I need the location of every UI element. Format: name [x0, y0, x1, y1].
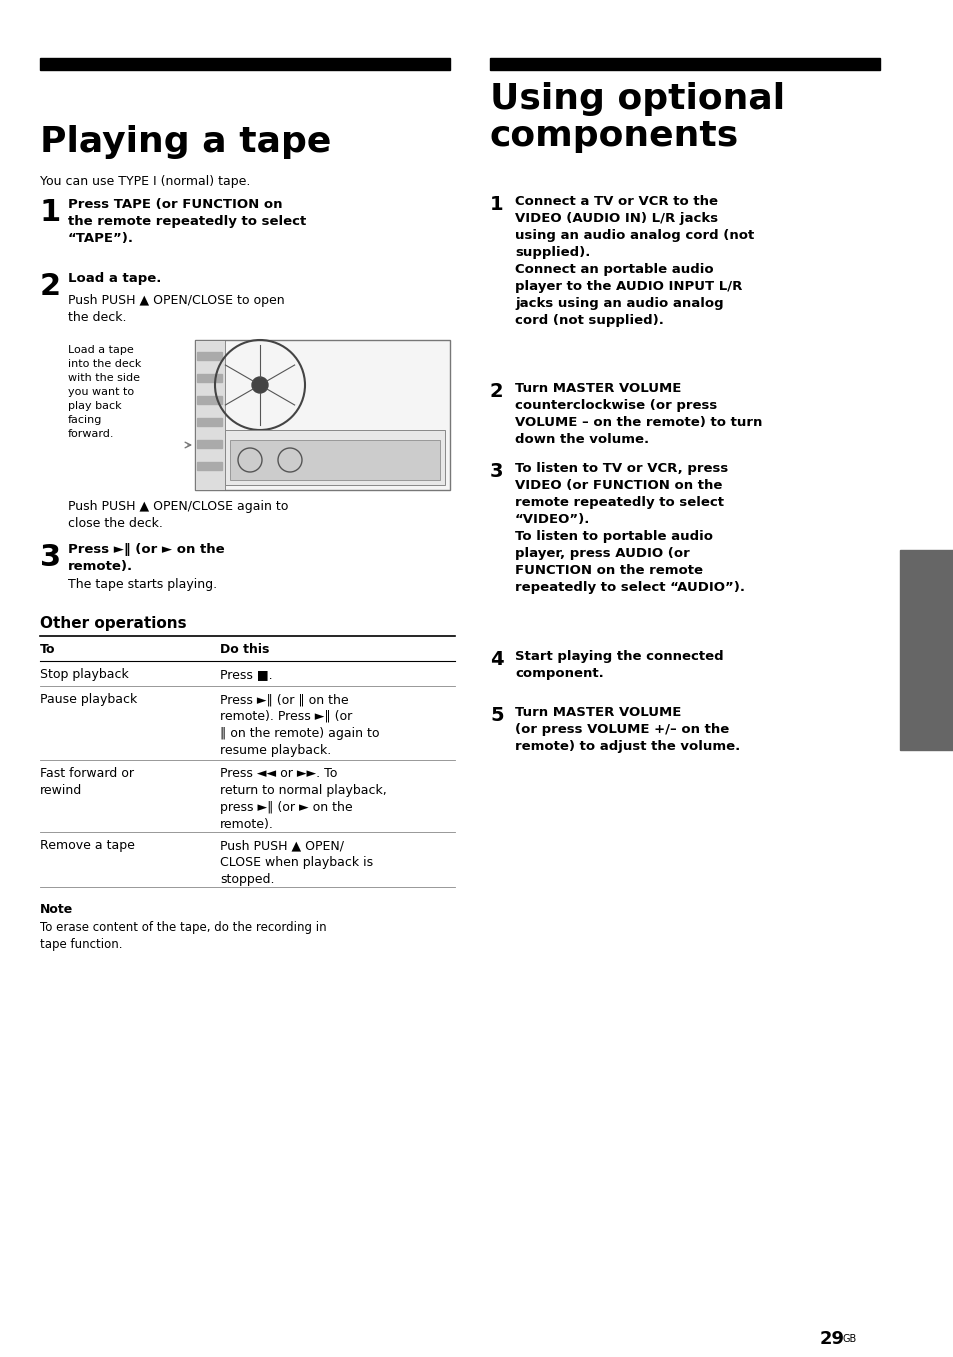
Text: Press ■.: Press ■.	[220, 668, 273, 681]
Text: To listen to TV or VCR, press
VIDEO (or FUNCTION on the
remote repeatedly to sel: To listen to TV or VCR, press VIDEO (or …	[515, 461, 744, 594]
Text: You can use TYPE I (normal) tape.: You can use TYPE I (normal) tape.	[40, 175, 250, 189]
Text: Press ►‖ (or ► on the
remote).: Press ►‖ (or ► on the remote).	[68, 543, 224, 573]
Text: 29: 29	[820, 1330, 844, 1348]
Text: Turn MASTER VOLUME
(or press VOLUME +/– on the
remote) to adjust the volume.: Turn MASTER VOLUME (or press VOLUME +/– …	[515, 706, 740, 753]
Bar	[490, 58, 879, 71]
Text: Playing a tape: Playing a tape	[40, 125, 331, 159]
Bar	[225, 430, 444, 484]
Text: 2: 2	[40, 271, 61, 301]
Text: Do this: Do this	[220, 643, 269, 655]
Bar	[196, 461, 222, 470]
Text: Stop playback: Stop playback	[40, 668, 129, 681]
Text: Press ►‖ (or ‖ on the
remote). Press ►‖ (or
‖ on the remote) again to
resume pla: Press ►‖ (or ‖ on the remote). Press ►‖ …	[220, 693, 379, 757]
Text: GB: GB	[842, 1334, 857, 1343]
Text: Pause playback: Pause playback	[40, 693, 137, 706]
Text: Push PUSH ▲ OPEN/
CLOSE when playback is
stopped.: Push PUSH ▲ OPEN/ CLOSE when playback is…	[220, 839, 373, 886]
Bar	[196, 375, 222, 383]
Bar	[194, 341, 450, 490]
Text: Load a tape
into the deck
with the side
you want to
play back
facing
forward.: Load a tape into the deck with the side …	[68, 345, 141, 440]
Text: 1: 1	[490, 195, 503, 214]
Text: Other operations: Other operations	[40, 616, 187, 631]
Bar	[230, 440, 439, 480]
Text: 4: 4	[490, 650, 503, 669]
Bar	[196, 351, 222, 360]
Text: Using optional
components: Using optional components	[490, 81, 784, 153]
Text: 3: 3	[490, 461, 503, 480]
Bar	[196, 396, 222, 404]
Text: Push PUSH ▲ OPEN/CLOSE to open
the deck.: Push PUSH ▲ OPEN/CLOSE to open the deck.	[68, 294, 284, 324]
Text: Connect a TV or VCR to the
VIDEO (AUDIO IN) L/R jacks
using an audio analog cord: Connect a TV or VCR to the VIDEO (AUDIO …	[515, 195, 754, 327]
Text: Fast forward or
rewind: Fast forward or rewind	[40, 767, 133, 797]
Text: The tape starts playing.: The tape starts playing.	[68, 578, 217, 592]
Text: 1: 1	[40, 198, 61, 227]
Text: Push PUSH ▲ OPEN/CLOSE again to
close the deck.: Push PUSH ▲ OPEN/CLOSE again to close th…	[68, 499, 288, 531]
Circle shape	[252, 377, 268, 394]
Text: Start playing the connected
component.: Start playing the connected component.	[515, 650, 723, 680]
Bar	[899, 550, 953, 750]
Text: Load a tape.: Load a tape.	[68, 271, 161, 285]
Text: Press ◄◄ or ►►. To
return to normal playback,
press ►‖ (or ► on the
remote).: Press ◄◄ or ►►. To return to normal play…	[220, 767, 386, 830]
Text: 5: 5	[490, 706, 503, 725]
Bar	[40, 58, 450, 71]
Text: Note: Note	[40, 902, 73, 916]
Bar	[196, 418, 222, 426]
Text: To: To	[40, 643, 55, 655]
Text: Remove a tape: Remove a tape	[40, 839, 134, 852]
Text: 3: 3	[40, 543, 61, 573]
Text: Basic Operations: Basic Operations	[921, 597, 931, 703]
Bar	[194, 341, 225, 490]
Text: Press TAPE (or FUNCTION on
the remote repeatedly to select
“TAPE”).: Press TAPE (or FUNCTION on the remote re…	[68, 198, 306, 246]
Text: 2: 2	[490, 383, 503, 402]
Bar	[196, 440, 222, 448]
Text: Turn MASTER VOLUME
counterclockwise (or press
VOLUME – on the remote) to turn
do: Turn MASTER VOLUME counterclockwise (or …	[515, 383, 761, 446]
Text: To erase content of the tape, do the recording in
tape function.: To erase content of the tape, do the rec…	[40, 921, 326, 951]
